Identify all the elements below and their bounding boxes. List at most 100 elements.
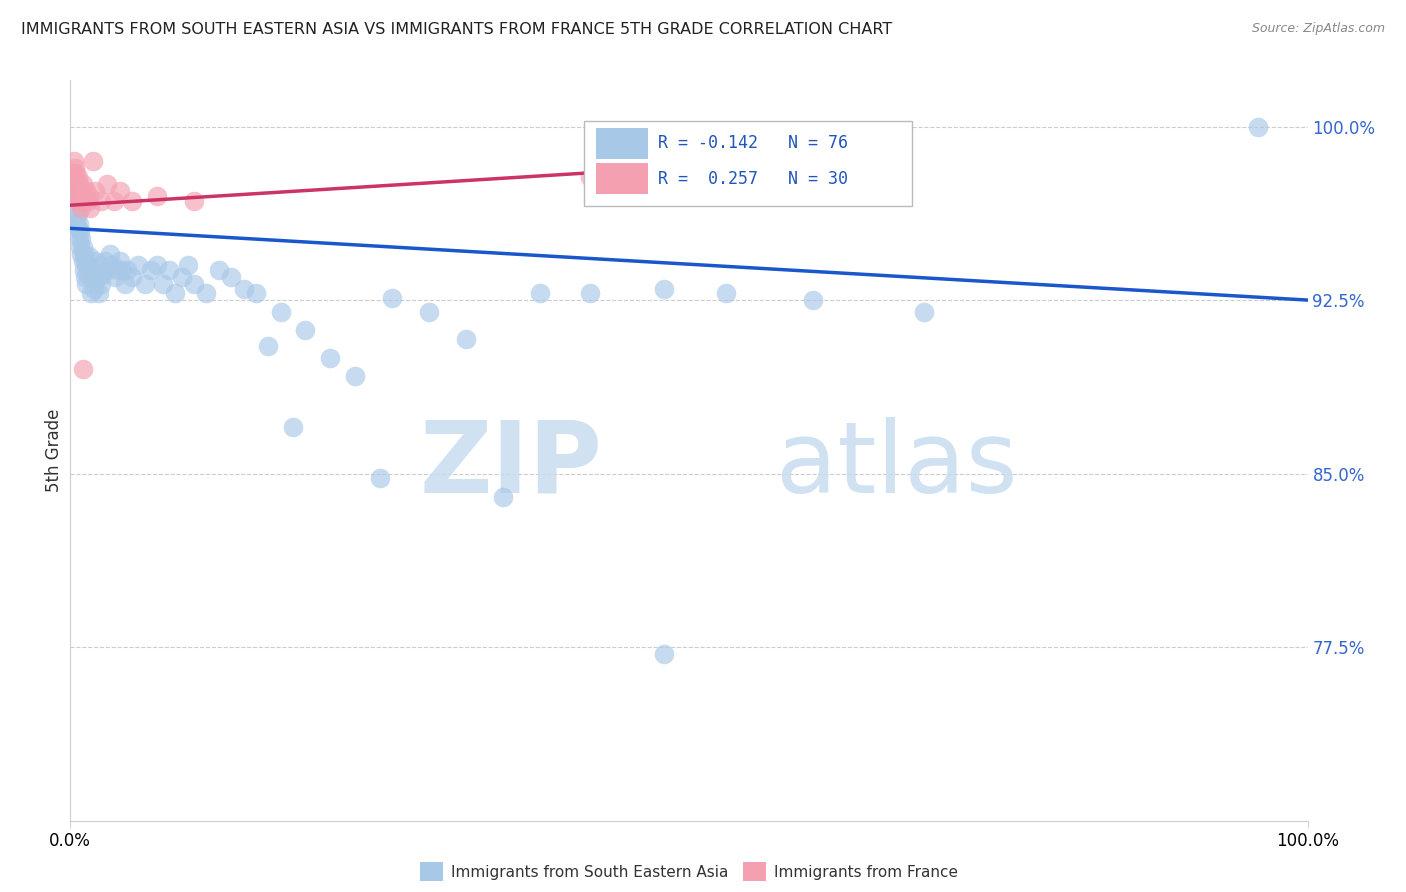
Point [66,207,89,221]
Point [72,253,94,268]
Point [96,178,118,192]
Point [281,420,304,434]
Point [67,230,90,244]
Point [75,194,97,208]
Text: R = -0.142   N = 76: R = -0.142 N = 76 [658,134,848,153]
Point [114,277,136,291]
Point [96,263,118,277]
Point [208,263,231,277]
Point [368,471,391,485]
Point [456,332,478,346]
Point [165,286,187,301]
Point [66,194,89,208]
Point [91,268,114,282]
Point [70,201,93,215]
Point [912,304,935,318]
Point [90,277,112,291]
FancyBboxPatch shape [583,121,911,206]
Point [492,490,515,504]
Point [146,259,169,273]
Point [65,217,87,231]
Point [84,253,107,268]
Point [80,286,103,301]
Point [65,166,87,180]
Point [73,247,96,261]
Point [66,170,89,185]
Point [65,201,87,215]
Point [72,240,94,254]
Point [195,286,218,301]
Point [170,269,193,284]
Point [69,185,91,199]
Point [319,351,342,365]
Point [84,185,107,199]
Point [66,221,89,235]
Point [134,277,156,291]
Point [121,269,143,284]
Point [65,185,87,199]
Point [69,224,91,238]
Point [108,185,131,199]
Point [90,194,112,208]
Point [801,293,824,307]
Point [111,263,134,277]
Point [72,362,94,376]
Point [139,263,162,277]
Point [72,178,94,192]
Point [104,269,127,284]
Point [579,286,602,301]
Legend: Immigrants from South Eastern Asia, Immigrants from France: Immigrants from South Eastern Asia, Immi… [413,856,965,887]
Point [62,166,84,180]
Point [76,268,98,282]
Point [86,269,108,284]
Point [75,253,97,268]
Point [70,230,93,244]
Point [77,249,100,263]
Point [103,194,125,208]
Point [105,263,128,277]
FancyBboxPatch shape [596,128,648,159]
Point [77,189,100,203]
Point [63,178,86,192]
Point [83,281,105,295]
Point [101,259,124,273]
Point [70,247,93,261]
Point [76,194,98,208]
Point [652,647,675,661]
Point [177,259,200,273]
Point [73,189,96,203]
Point [183,277,205,291]
Point [294,323,316,337]
Point [75,185,97,199]
Point [245,286,267,301]
Point [115,263,138,277]
Text: R =  0.257   N = 30: R = 0.257 N = 30 [658,169,848,187]
Point [67,194,90,208]
Point [73,263,96,277]
Point [121,194,143,208]
Point [232,281,254,295]
Text: Source: ZipAtlas.com: Source: ZipAtlas.com [1251,22,1385,36]
Point [75,277,97,291]
Point [418,304,440,318]
Text: IMMIGRANTS FROM SOUTH EASTERN ASIA VS IMMIGRANTS FROM FRANCE 5TH GRADE CORRELATI: IMMIGRANTS FROM SOUTH EASTERN ASIA VS IM… [21,22,893,37]
Point [270,304,292,318]
Point [529,286,551,301]
Point [108,253,131,268]
Point [79,263,101,277]
Point [89,259,111,273]
Point [98,247,121,261]
Point [94,253,117,268]
Point [127,259,149,273]
Point [63,170,86,185]
Point [65,212,87,227]
Y-axis label: 5th Grade: 5th Grade [45,409,63,492]
Point [69,240,91,254]
Point [65,185,87,199]
Point [75,259,97,273]
Point [579,170,602,185]
Point [714,286,737,301]
Point [65,178,87,192]
Point [146,189,169,203]
Text: ZIP: ZIP [419,417,602,514]
